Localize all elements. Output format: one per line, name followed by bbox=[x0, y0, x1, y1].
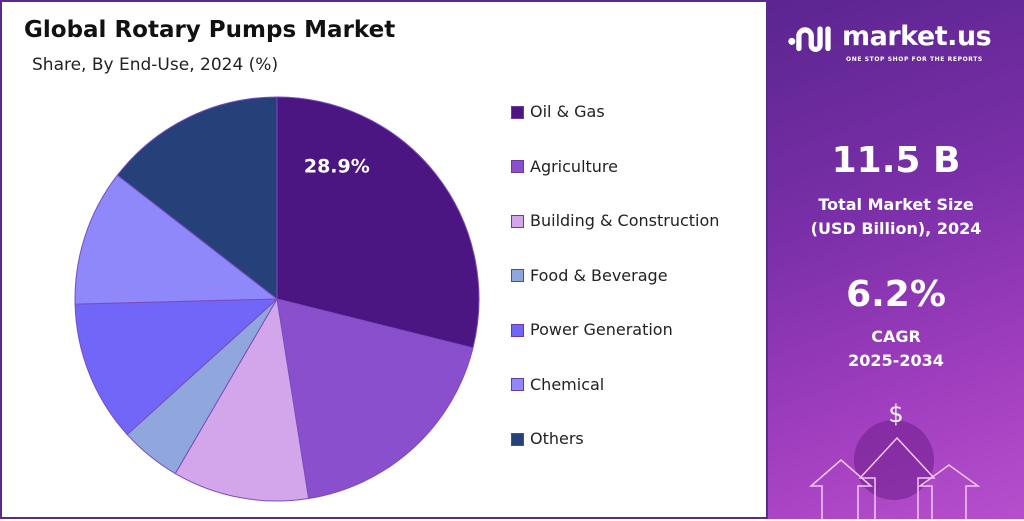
legend-label: Power Generation bbox=[530, 320, 673, 339]
legend-label: Food & Beverage bbox=[530, 265, 668, 285]
legend-swatch bbox=[511, 160, 524, 173]
legend-swatch bbox=[511, 269, 524, 282]
brand-logo: market.us bbox=[784, 21, 992, 52]
legend-item: Oil & Gas bbox=[511, 102, 605, 122]
market-size-label: Total Market Size bbox=[818, 195, 974, 214]
legend-label: Building & Construction bbox=[530, 211, 720, 230]
market-size-value: 11.5 B bbox=[831, 140, 961, 181]
market-size-unit: (USD Billion), 2024 bbox=[810, 219, 982, 238]
cagr-label: CAGR bbox=[871, 327, 921, 346]
legend-swatch bbox=[511, 378, 524, 391]
growth-arrows-icon bbox=[808, 436, 981, 519]
legend-swatch bbox=[511, 105, 524, 119]
legend-label: Others bbox=[530, 429, 584, 448]
legend-swatch bbox=[511, 323, 524, 337]
legend-item: Building & Construction bbox=[511, 211, 719, 231]
legend-label: Chemical bbox=[530, 374, 605, 394]
pie-slice bbox=[174, 297, 310, 502]
legend-item: Food & Beverage bbox=[511, 266, 668, 286]
legend-item: Others bbox=[511, 429, 584, 449]
stats-panel: market.us ONE STOP SHOP FOR THE REPORTS … bbox=[768, 0, 1024, 519]
legend-label: Agriculture bbox=[530, 156, 618, 176]
legend-label: Oil & Gas bbox=[530, 102, 605, 121]
legend-swatch bbox=[511, 432, 524, 446]
brand-tagline: ONE STOP SHOP FOR THE REPORTS bbox=[846, 56, 983, 63]
legend-swatch bbox=[511, 214, 524, 228]
dollar-icon: $ bbox=[888, 400, 904, 428]
chart-subtitle: Share, By End-Use, 2024 (%) bbox=[32, 55, 279, 75]
pie-slice bbox=[74, 174, 279, 305]
chart-panel: Global Rotary Pumps Market Share, By End… bbox=[0, 0, 768, 519]
legend-item: Power Generation bbox=[511, 320, 673, 340]
legend-item: Chemical bbox=[511, 375, 604, 395]
market-us-logo-icon bbox=[788, 26, 831, 52]
cagr-period: 2025-2034 bbox=[848, 351, 944, 370]
pie-slice bbox=[276, 298, 474, 500]
pie-slice bbox=[74, 298, 279, 436]
pie-chart: 28.9% bbox=[74, 96, 480, 502]
cagr-value: 6.2% bbox=[846, 274, 946, 315]
pie-slice bbox=[116, 96, 278, 301]
pie-slice bbox=[276, 96, 480, 349]
brand-name: market.us bbox=[842, 21, 992, 52]
legend-item: Agriculture bbox=[511, 157, 618, 177]
data-label: 28.9% bbox=[304, 156, 370, 178]
chart-title: Global Rotary Pumps Market bbox=[24, 17, 396, 43]
